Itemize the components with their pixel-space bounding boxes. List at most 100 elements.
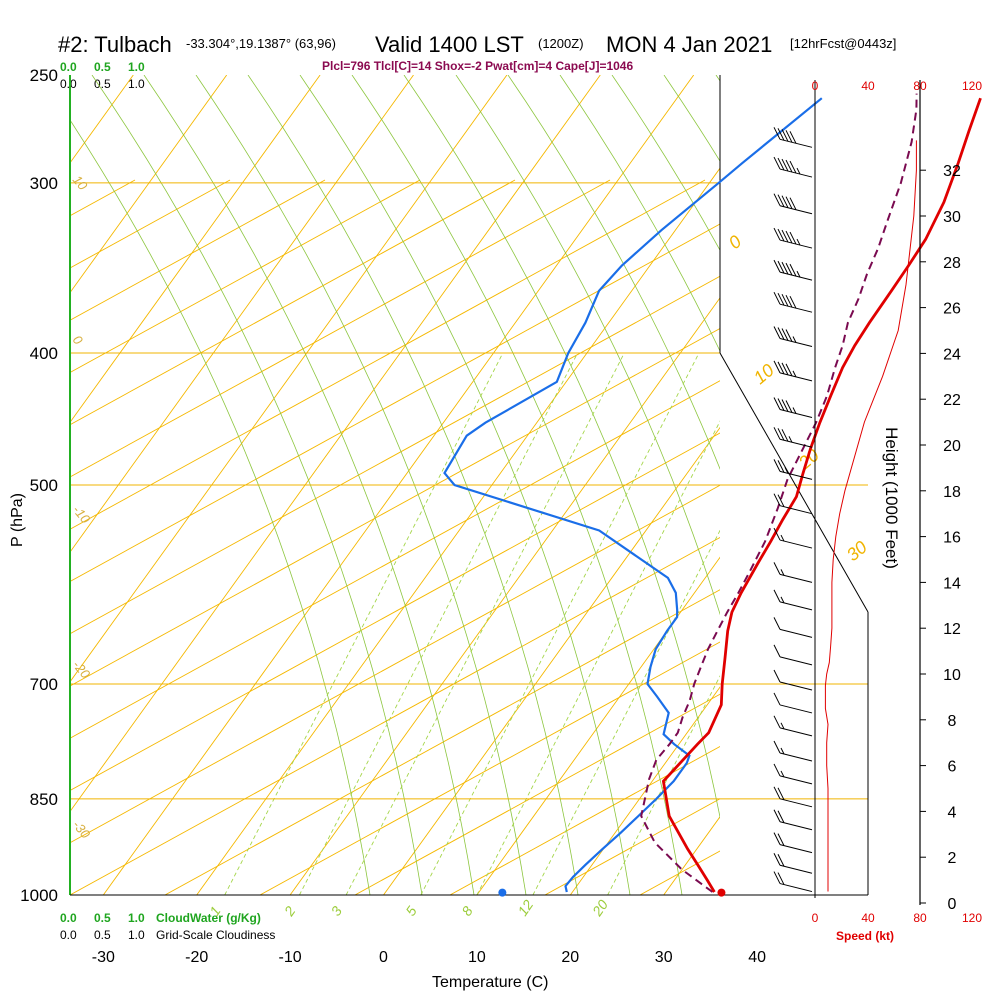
- isotherm: [70, 75, 321, 424]
- cloudiness-scale-bottom-1: 0.5: [94, 928, 111, 942]
- cloud-water-scale-bottom-2: 1.0: [128, 911, 145, 925]
- x-axis-label: Temperature (C): [432, 974, 548, 991]
- theta-label: -20: [70, 657, 94, 682]
- dry-adiabat: [259, 641, 720, 895]
- wind-barb: [773, 832, 813, 854]
- mixing-ratio-label: 8: [458, 903, 476, 919]
- mixing-ratio-line: [224, 352, 504, 895]
- cloudiness-scale-bottom-2: 1.0: [128, 928, 145, 942]
- dry-adiabat: [70, 179, 326, 321]
- wind-barb: [773, 291, 813, 313]
- height-tick-label: 14: [943, 575, 961, 592]
- cloud-water-label: CloudWater (g/Kg): [156, 911, 261, 925]
- y-axis-label: P (hPa): [9, 493, 26, 547]
- height-tick-label: 10: [943, 667, 961, 684]
- cloud-water-scale-2: 1.0: [128, 60, 145, 74]
- title-coords: -33.304°,19.1387° (63,96): [186, 36, 336, 51]
- moist-adiabat: [247, 75, 579, 895]
- wind-barb: [773, 127, 813, 148]
- wind-barb: [773, 459, 813, 480]
- wind-barb: [773, 562, 813, 583]
- height-tick-label: 24: [943, 346, 961, 363]
- dry-adiabat: [70, 484, 720, 844]
- temperature-line: [661, 97, 982, 893]
- cloud-scale-top: 0.0 0.5 1.0 0.0 0.5 1.0: [60, 60, 145, 91]
- dry-adiabat: [925, 180, 1000, 895]
- wind-barb: [773, 493, 813, 515]
- dry-adiabat: [449, 745, 720, 895]
- speed-axis-label: Speed (kt): [836, 929, 894, 943]
- height-tick-label: 2: [948, 850, 957, 867]
- theta-label: 10: [70, 172, 91, 193]
- moist-adiabat: [195, 75, 527, 895]
- height-tick-label: 8: [948, 713, 957, 730]
- wind-barb: [773, 853, 813, 874]
- cloud-water-scale-1: 0.5: [94, 60, 111, 74]
- dry-adiabat: [70, 327, 720, 687]
- isotherm-label: 0: [725, 231, 746, 253]
- wind-barb: [773, 692, 813, 714]
- speed-tick-top: 0: [812, 79, 819, 93]
- dry-adiabat: [70, 275, 720, 635]
- height-tick-label: 16: [943, 530, 961, 547]
- cloud-water-scale-0: 0.0: [60, 60, 77, 74]
- pressure-tick-label: 850: [30, 790, 58, 809]
- mixing-ratio-label: 12: [514, 897, 536, 919]
- wind-barb: [773, 427, 813, 448]
- pressure-tick-label: 300: [30, 174, 58, 193]
- wind-barb: [773, 740, 813, 762]
- pressure-tick-label: 500: [30, 476, 58, 495]
- temperature-tick-label: 40: [748, 949, 766, 966]
- moist-adiabat: [403, 75, 720, 820]
- pressure-tick-label: 700: [30, 675, 58, 694]
- height-tick-label: 12: [943, 621, 961, 638]
- plot-frame: [69, 75, 869, 896]
- mixing-ratio-line: [476, 420, 720, 895]
- moist-adiabat: [559, 75, 720, 353]
- dry-adiabat: [70, 179, 231, 269]
- height-tick-label: 18: [943, 484, 961, 501]
- temperature-tick-label: 10: [468, 949, 486, 966]
- dry-adiabat: [70, 179, 516, 426]
- pressure-tick-label: 250: [30, 66, 58, 85]
- wind-barb: [773, 871, 813, 893]
- cloudiness-scale-1: 0.5: [94, 77, 111, 91]
- wind-barb: [773, 227, 813, 249]
- dry-adiabat: [70, 536, 720, 895]
- cloudiness-scale-bottom-0: 0.0: [60, 928, 77, 942]
- theta-label: -10: [70, 502, 94, 527]
- temperature-tick-label: 0: [379, 949, 388, 966]
- isotherm-label: 30: [843, 537, 871, 565]
- speed-tick-bottom: 120: [962, 911, 982, 925]
- moist-adiabat: [455, 75, 720, 616]
- dewpoint-line: [443, 97, 823, 893]
- dry-adiabat: [164, 589, 720, 895]
- wind-barb: [773, 617, 813, 638]
- wind-barb: [773, 259, 813, 281]
- moist-adiabat: [507, 75, 720, 470]
- theta-label: -30: [70, 817, 94, 842]
- height-tick-label: 26: [943, 301, 961, 318]
- moist-adiabat: [143, 75, 475, 895]
- wind-barb: [773, 589, 813, 611]
- surface-dewpoint-dot: [498, 888, 507, 897]
- wind-barb: [773, 763, 813, 785]
- height-tick-label: 4: [948, 804, 957, 821]
- wind-barb: [773, 669, 813, 691]
- cloud-water-scale-bottom-0: 0.0: [60, 911, 77, 925]
- cloud-scale-bottom: 0.0 0.5 1.0 CloudWater (g/Kg) 0.0 0.5 1.…: [60, 911, 275, 942]
- title-forecast: [12hrFcst@0443z]: [790, 36, 896, 51]
- temperature-tick-label: -20: [185, 949, 208, 966]
- dry-adiabat: [70, 179, 421, 374]
- height-tick-label: 0: [948, 896, 957, 913]
- title-valid: Valid 1400 LST: [375, 32, 524, 57]
- mixing-ratio-label: 3: [327, 903, 345, 919]
- speed-tick-top: 80: [913, 79, 927, 93]
- pressure-tick-label: 400: [30, 344, 58, 363]
- isotherm: [851, 75, 1000, 895]
- parcel-line: [640, 93, 918, 893]
- speed-tick-top: 40: [861, 79, 875, 93]
- speed-tick-bottom: 80: [913, 911, 927, 925]
